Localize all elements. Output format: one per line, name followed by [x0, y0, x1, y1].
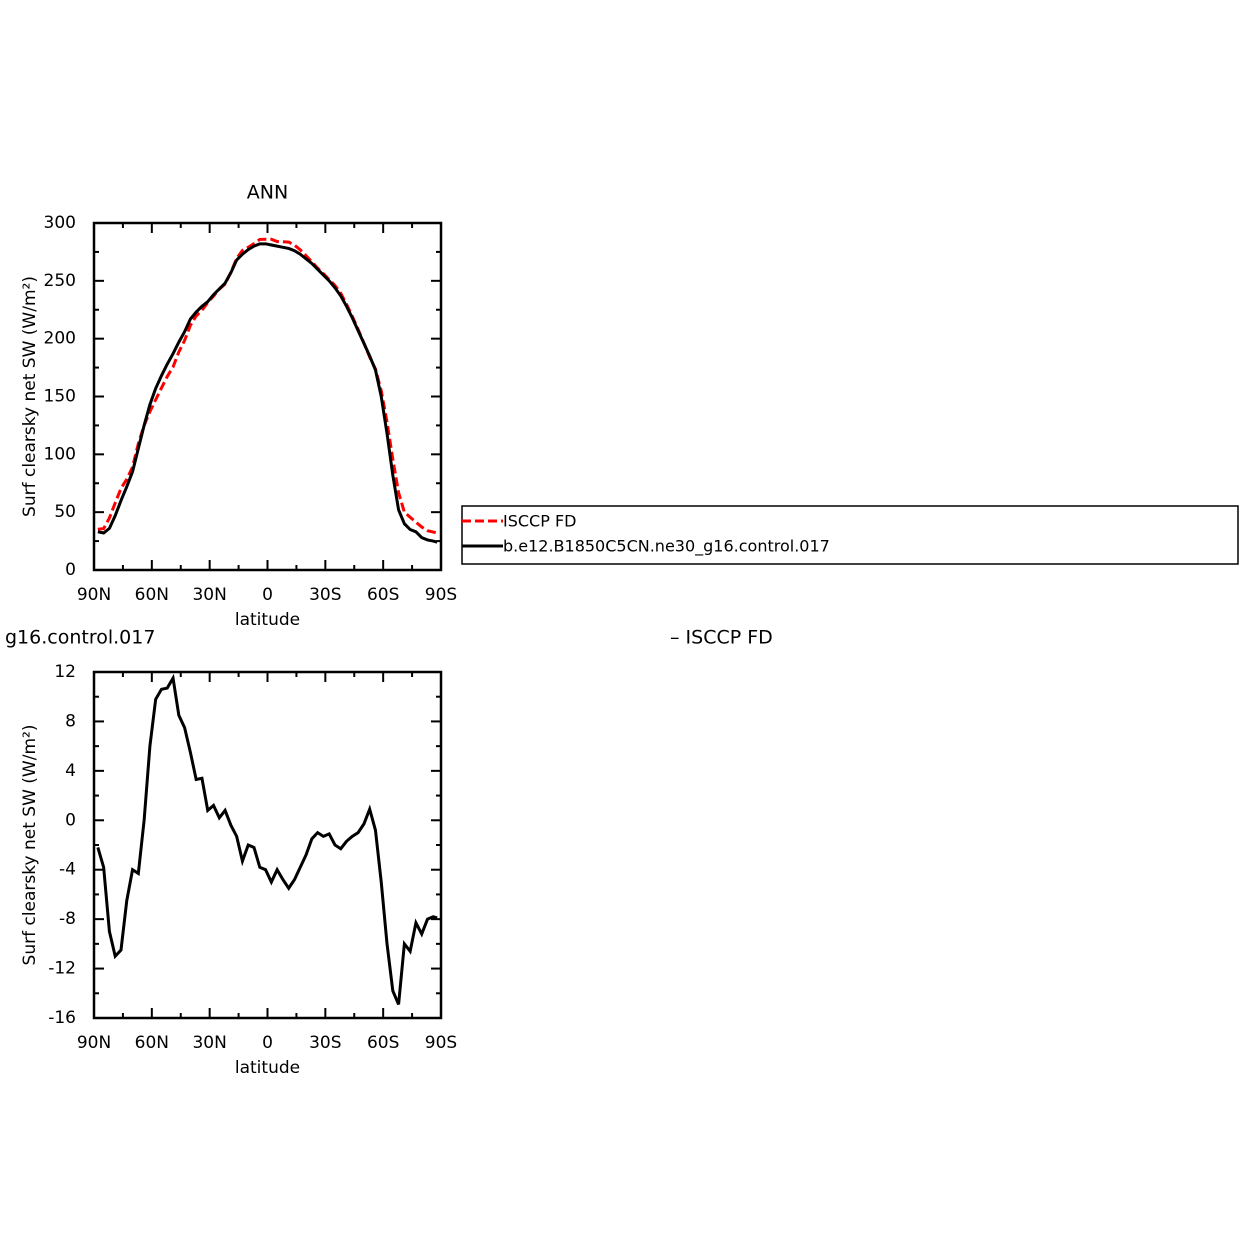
x-tick-label: 0	[262, 585, 273, 605]
y-axis-label: Surf clearsky net SW (W/m²)	[20, 276, 40, 517]
y-tick-label: 300	[44, 213, 76, 233]
y-tick-label: -8	[59, 909, 76, 929]
plot-frame	[92, 670, 443, 1020]
chart-title: g16.control.017	[5, 627, 155, 649]
y-tick-label: -12	[48, 959, 76, 979]
x-tick-label: 30S	[309, 585, 341, 605]
data-line	[97, 237, 438, 535]
chart-title: ANN	[247, 182, 288, 204]
x-tick-label: 60S	[367, 1033, 399, 1053]
y-tick-label: 0	[65, 810, 76, 830]
chart-title: – ISCCP FD	[670, 627, 773, 649]
x-tick-label: 90S	[425, 1033, 457, 1053]
y-tick-label: 200	[44, 329, 76, 349]
y-tick-label: 150	[44, 387, 76, 407]
x-tick-label: 90S	[425, 585, 457, 605]
x-tick-label: 0	[262, 1033, 273, 1053]
plot-frame	[92, 221, 443, 572]
x-tick-label: 60S	[367, 585, 399, 605]
y-tick-label: 0	[65, 560, 76, 580]
x-axis-label: latitude	[235, 1058, 300, 1078]
y-tick-label: -4	[59, 860, 76, 880]
legend-label: ISCCP FD	[503, 512, 576, 531]
data-line	[96, 673, 438, 1005]
x-tick-label: 90N	[77, 585, 111, 605]
y-tick-label: 100	[44, 444, 76, 464]
x-tick-label: 60N	[135, 1033, 169, 1053]
legend-box	[461, 505, 1239, 565]
y-axis-label: Surf clearsky net SW (W/m²)	[20, 725, 40, 966]
x-tick-label: 30N	[192, 585, 226, 605]
legend-label: b.e12.B1850C5CN.ne30_g16.control.017	[503, 537, 830, 557]
y-tick-label: 50	[54, 502, 76, 522]
y-tick-label: 4	[65, 761, 76, 781]
y-tick-label: 8	[65, 711, 76, 731]
x-tick-label: 30S	[309, 1033, 341, 1053]
x-tick-label: 60N	[135, 585, 169, 605]
y-tick-label: -16	[48, 1008, 76, 1028]
y-tick-label: 12	[54, 662, 76, 682]
x-tick-label: 90N	[77, 1033, 111, 1053]
x-tick-label: 30N	[192, 1033, 226, 1053]
data-line	[97, 242, 438, 544]
y-tick-label: 250	[44, 271, 76, 291]
x-axis-label: latitude	[235, 610, 300, 630]
